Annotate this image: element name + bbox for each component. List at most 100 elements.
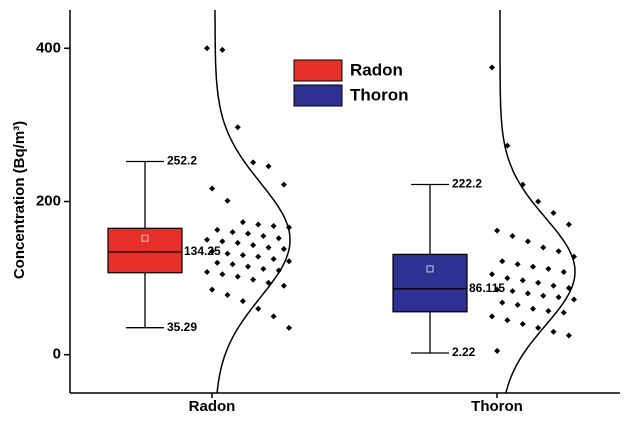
data-point (499, 299, 506, 306)
value-label: 2.22 (452, 345, 476, 359)
y-tick-label: 200 (36, 192, 61, 209)
legend-label: Thoron (350, 85, 409, 104)
data-point (494, 347, 501, 354)
data-point (214, 259, 221, 266)
data-point (250, 276, 257, 283)
data-point (265, 244, 272, 251)
data-point (204, 268, 210, 275)
data-point (535, 324, 542, 331)
data-point (286, 258, 292, 265)
data-point (260, 232, 267, 239)
data-point (239, 298, 246, 305)
data-point (504, 317, 511, 324)
data-point (504, 275, 511, 282)
data-point (219, 46, 226, 53)
data-point (229, 229, 236, 236)
distribution-curve (214, 10, 291, 394)
data-point (550, 328, 557, 335)
data-point (519, 277, 526, 284)
data-point (224, 291, 231, 298)
data-point (524, 238, 531, 245)
data-point (530, 263, 536, 270)
data-point (234, 273, 241, 280)
data-point (229, 261, 236, 268)
data-point (565, 221, 572, 228)
data-point (224, 250, 231, 257)
data-point (565, 332, 572, 339)
data-point (260, 265, 267, 272)
y-tick-label: 400 (36, 39, 61, 56)
data-point (275, 235, 282, 242)
x-tick-label: Thoron (471, 398, 523, 415)
data-point (255, 253, 262, 260)
legend-label: Radon (350, 60, 403, 79)
value-label: 35.29 (167, 320, 197, 334)
data-point (489, 64, 495, 71)
data-point (234, 124, 241, 131)
data-point (204, 236, 210, 243)
mean-marker (141, 234, 149, 242)
value-label: 134.25 (184, 244, 221, 258)
data-point (519, 321, 526, 328)
data-point (219, 238, 226, 245)
data-point (550, 209, 557, 216)
data-point (239, 252, 246, 259)
data-point (224, 197, 231, 204)
data-point (560, 309, 567, 316)
data-point (209, 286, 216, 293)
data-point (270, 255, 277, 262)
data-point (550, 282, 557, 289)
data-point (494, 227, 501, 234)
data-point (214, 226, 221, 233)
data-point (494, 286, 501, 293)
data-point (209, 248, 216, 255)
data-point (540, 244, 547, 251)
data-point (555, 294, 562, 301)
data-point (514, 301, 521, 308)
data-point (250, 242, 257, 249)
data-point (509, 232, 516, 239)
data-point (204, 45, 210, 52)
data-point (270, 223, 277, 230)
data-point (270, 313, 277, 320)
mean-marker (426, 265, 434, 273)
box (392, 253, 468, 313)
data-point (239, 219, 246, 226)
legend-swatch (293, 59, 343, 82)
data-point (245, 230, 251, 237)
data-point (545, 308, 552, 315)
value-label: 252.2 (167, 154, 197, 168)
data-point (280, 282, 287, 289)
data-point (255, 221, 262, 228)
x-tick-label: Radon (189, 398, 236, 415)
data-point (489, 271, 495, 278)
data-point (530, 305, 536, 312)
data-point (524, 290, 531, 297)
data-point (209, 185, 216, 192)
data-point (571, 296, 577, 303)
data-point (555, 248, 562, 255)
data-point (250, 159, 257, 166)
data-point (286, 324, 292, 331)
data-point (535, 279, 542, 286)
data-point (245, 263, 251, 270)
data-point (219, 271, 226, 278)
data-point (540, 292, 547, 299)
data-point (265, 163, 272, 170)
distribution-curve (499, 10, 576, 394)
data-point (280, 245, 287, 252)
data-point (234, 239, 241, 246)
legend-swatch (293, 84, 343, 107)
data-point (560, 268, 567, 275)
data-point (280, 181, 287, 188)
data-point (255, 305, 262, 312)
data-point (545, 265, 552, 272)
value-label: 222.2 (452, 177, 482, 191)
y-axis-label: Concentration (Bq/m³) (11, 121, 28, 279)
data-point (509, 288, 516, 295)
value-label: 86.115 (469, 281, 505, 295)
data-point (499, 258, 506, 265)
data-point (514, 261, 521, 268)
data-point (535, 198, 542, 205)
